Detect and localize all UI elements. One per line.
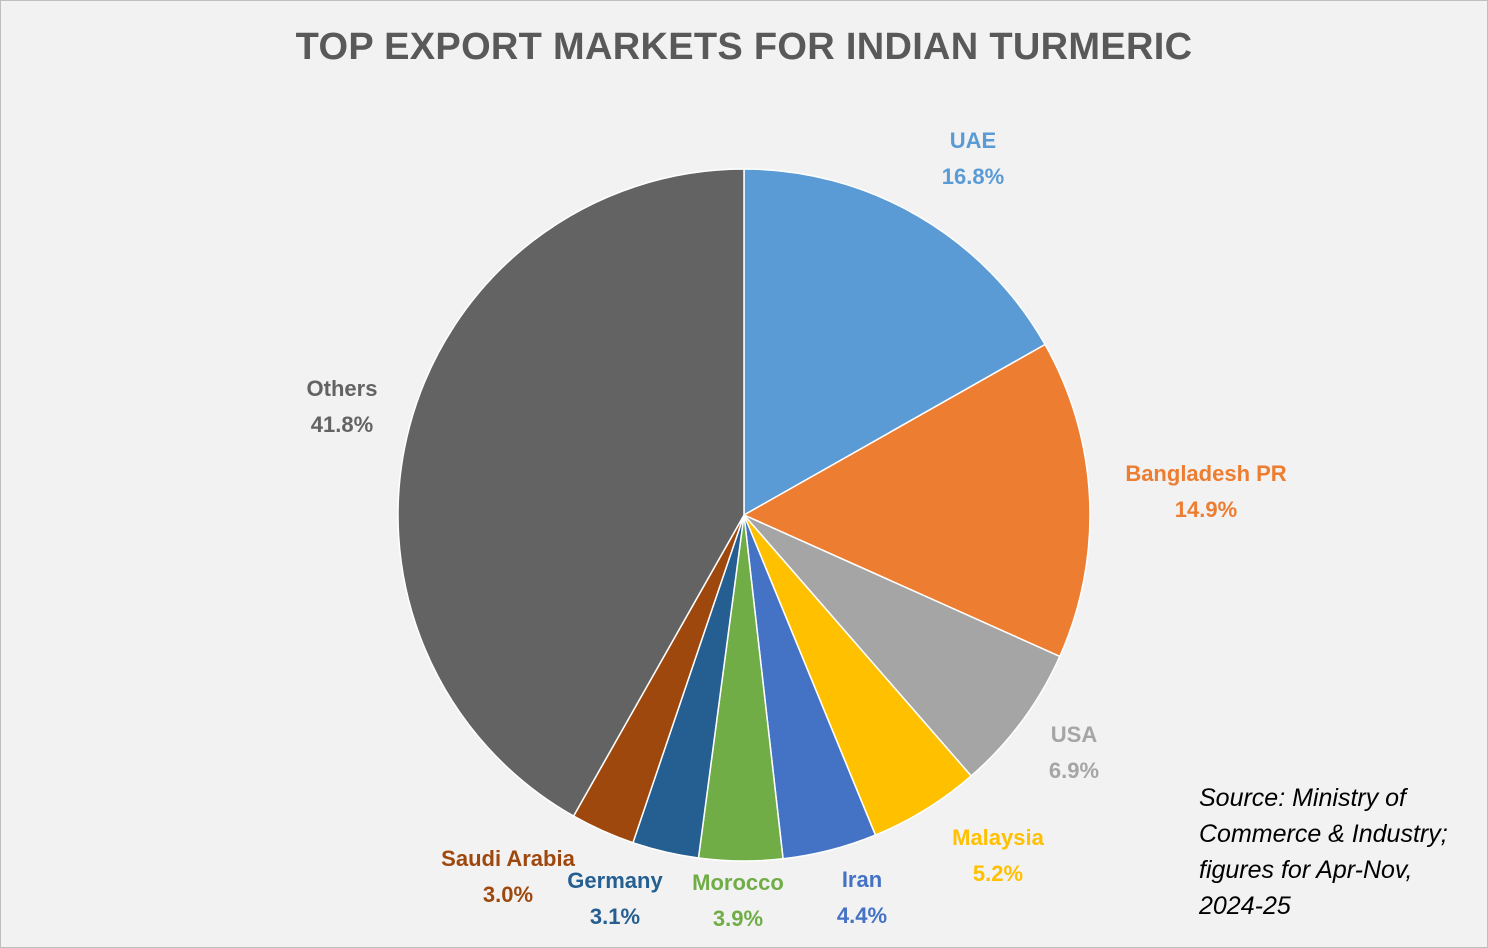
source-note: Source: Ministry of Commerce & Industry;… <box>1199 784 1448 920</box>
chart-title: TOP EXPORT MARKETS FOR INDIAN TURMERIC <box>295 26 1193 68</box>
pie-slice-others <box>397 168 745 817</box>
slice-label-iran: Iran <box>842 867 882 892</box>
slice-label-uae: UAE <box>950 128 996 153</box>
slice-label-saudi-arabia: Saudi Arabia <box>441 846 575 871</box>
slice-label-malaysia: Malaysia <box>952 825 1044 850</box>
slice-value-uae: 16.8% <box>942 164 1004 189</box>
slice-value-iran: 4.4% <box>837 903 887 928</box>
slice-value-saudi-arabia: 3.0% <box>483 882 533 907</box>
slice-label-morocco: Morocco <box>692 870 784 895</box>
slice-value-malaysia: 5.2% <box>973 861 1023 886</box>
slice-label-usa: USA <box>1051 722 1098 747</box>
slice-value-morocco: 3.9% <box>713 906 763 931</box>
slice-label-germany: Germany <box>567 868 663 893</box>
slice-value-others: 41.8% <box>311 412 373 437</box>
pie-slice-bangladesh-pr <box>743 343 1091 658</box>
slice-value-usa: 6.9% <box>1049 758 1099 783</box>
pie-slices <box>397 168 1091 862</box>
slice-label-bangladesh-pr: Bangladesh PR <box>1125 461 1286 486</box>
slice-label-others: Others <box>307 376 378 401</box>
pie-labels: UAE 16.8% Bangladesh PR 14.9% USA 6.9% Malaysi… <box>307 128 1287 931</box>
slice-value-bangladesh-pr: 14.9% <box>1175 497 1237 522</box>
pie-slice-usa <box>743 514 1061 777</box>
pie-slice-uae <box>743 168 1046 516</box>
slice-value-germany: 3.1% <box>590 904 640 929</box>
